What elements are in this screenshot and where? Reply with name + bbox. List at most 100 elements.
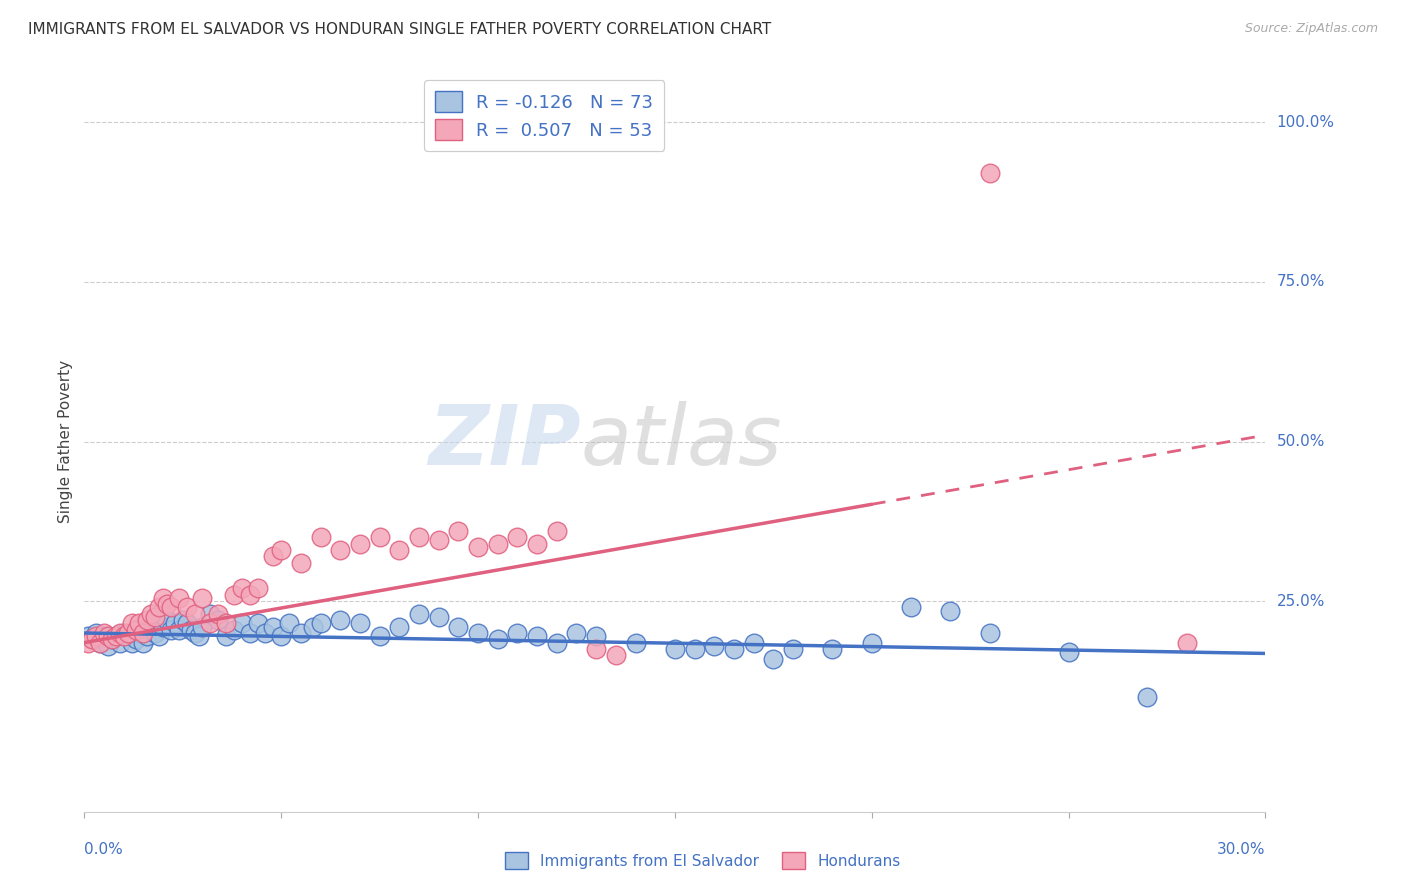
Point — [82, 632, 104, 647]
Point — [143, 626, 166, 640]
Point — [388, 543, 411, 558]
Y-axis label: Single Father Poverty: Single Father Poverty — [58, 360, 73, 523]
Point — [467, 540, 489, 554]
Point — [270, 629, 292, 643]
Point — [101, 632, 124, 647]
Point — [239, 626, 262, 640]
Point — [93, 626, 115, 640]
Point — [124, 632, 146, 647]
Point — [526, 536, 548, 550]
Point — [254, 626, 277, 640]
Point — [141, 619, 163, 633]
Point — [388, 619, 411, 633]
Point — [546, 635, 568, 649]
Point — [156, 597, 179, 611]
Point — [128, 616, 150, 631]
Point — [191, 591, 214, 605]
Point — [565, 626, 588, 640]
Point — [183, 626, 205, 640]
Point — [176, 600, 198, 615]
Point — [290, 626, 312, 640]
Point — [207, 607, 229, 621]
Point — [447, 619, 470, 633]
Point — [112, 626, 135, 640]
Point — [167, 591, 190, 605]
Point — [172, 613, 194, 627]
Point — [231, 616, 253, 631]
Point — [167, 623, 190, 637]
Point — [104, 629, 127, 643]
Point — [101, 632, 124, 647]
Point — [82, 632, 104, 647]
Point — [215, 629, 238, 643]
Point — [506, 530, 529, 544]
Point — [84, 626, 107, 640]
Point — [108, 626, 131, 640]
Point — [860, 635, 883, 649]
Point — [1057, 645, 1080, 659]
Point — [408, 530, 430, 544]
Text: atlas: atlas — [581, 401, 782, 482]
Text: Source: ZipAtlas.com: Source: ZipAtlas.com — [1244, 22, 1378, 36]
Point — [124, 623, 146, 637]
Point — [143, 610, 166, 624]
Point — [112, 629, 135, 643]
Point — [215, 616, 238, 631]
Point — [349, 536, 371, 550]
Text: IMMIGRANTS FROM EL SALVADOR VS HONDURAN SINGLE FATHER POVERTY CORRELATION CHART: IMMIGRANTS FROM EL SALVADOR VS HONDURAN … — [28, 22, 772, 37]
Point — [128, 626, 150, 640]
Point — [117, 629, 139, 643]
Point — [821, 642, 844, 657]
Point — [200, 616, 222, 631]
Text: 25.0%: 25.0% — [1277, 593, 1324, 608]
Point — [585, 629, 607, 643]
Text: 0.0%: 0.0% — [84, 842, 124, 857]
Point — [349, 616, 371, 631]
Point — [486, 536, 509, 550]
Point — [703, 639, 725, 653]
Point — [742, 635, 765, 649]
Point — [121, 616, 143, 631]
Point — [329, 543, 352, 558]
Point — [683, 642, 706, 657]
Point — [117, 626, 139, 640]
Point — [136, 613, 159, 627]
Point — [132, 635, 155, 649]
Point — [427, 610, 450, 624]
Point — [97, 639, 120, 653]
Point — [152, 619, 174, 633]
Point — [84, 629, 107, 643]
Point — [526, 629, 548, 643]
Point — [148, 600, 170, 615]
Point — [108, 635, 131, 649]
Point — [762, 651, 785, 665]
Point — [624, 635, 647, 649]
Point — [180, 623, 202, 637]
Point — [77, 635, 100, 649]
Point — [222, 588, 245, 602]
Point — [329, 613, 352, 627]
Point — [979, 626, 1001, 640]
Point — [183, 607, 205, 621]
Point — [486, 632, 509, 647]
Text: ZIP: ZIP — [427, 401, 581, 482]
Point — [148, 629, 170, 643]
Point — [664, 642, 686, 657]
Point — [152, 591, 174, 605]
Point — [160, 600, 183, 615]
Point — [163, 616, 186, 631]
Point — [132, 626, 155, 640]
Text: 50.0%: 50.0% — [1277, 434, 1324, 449]
Point — [368, 629, 391, 643]
Point — [546, 524, 568, 538]
Point — [121, 635, 143, 649]
Point — [89, 635, 111, 649]
Point — [427, 533, 450, 548]
Point — [301, 619, 323, 633]
Point — [1175, 635, 1198, 649]
Point — [309, 616, 332, 631]
Legend: R = -0.126   N = 73, R =  0.507   N = 53: R = -0.126 N = 73, R = 0.507 N = 53 — [425, 80, 664, 151]
Point — [585, 642, 607, 657]
Point — [290, 556, 312, 570]
Point — [207, 613, 229, 627]
